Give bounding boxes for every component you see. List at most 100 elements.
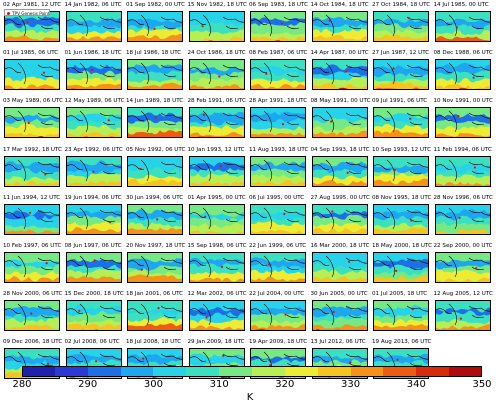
genesis-point-marker <box>348 361 351 364</box>
panel: 12 Aug 2005, 12 UTC <box>434 291 493 339</box>
panel-map <box>4 107 60 139</box>
panel: 18 May 2000, 18 UTC <box>372 243 433 291</box>
temperature-field <box>312 12 367 41</box>
panel-map <box>188 203 245 235</box>
genesis-point-marker <box>267 263 271 266</box>
panel: 10 Jan 1993, 12 UTC <box>188 147 247 195</box>
colorbar-segment <box>317 366 352 377</box>
temperature-field <box>66 60 121 90</box>
panel: 01 Jul 1985, 06 UTC <box>3 50 62 98</box>
panel-map <box>65 11 122 42</box>
panel-map <box>434 300 491 332</box>
colorbar-tick-label: 280 <box>12 379 32 390</box>
panel-map <box>4 11 60 42</box>
temperature-field <box>5 108 59 138</box>
temperature-field <box>435 253 490 282</box>
panel-map <box>188 300 245 332</box>
temperature-field <box>251 156 305 186</box>
panel-map <box>311 11 368 42</box>
panel: 18 Jan 2001, 06 UTC <box>126 291 185 339</box>
panel-title: 17 Mar 1992, 18 UTC <box>3 146 63 153</box>
genesis-point-marker <box>26 21 29 24</box>
panel: 14 Jul 1985, 00 UTC <box>434 2 493 50</box>
panel-title: 11 Feb 1994, 06 UTC <box>433 146 492 153</box>
temperature-field <box>5 301 59 331</box>
colorbar-tick-label: 310 <box>209 379 229 390</box>
colorbar-segment <box>284 366 319 377</box>
panel-map <box>311 155 368 187</box>
panel-map <box>65 59 122 91</box>
panel-title: 18 May 2000, 18 UTC <box>372 243 433 249</box>
panel-title: 12 Aug 2005, 12 UTC <box>433 291 493 298</box>
panel-map <box>250 155 306 187</box>
panel-title: 09 Jul 1991, 06 UTC <box>372 98 428 105</box>
legend-label: TPV Genesis Point <box>12 11 50 16</box>
colorbar-segment <box>87 366 122 377</box>
panel: 27 Jun 1987, 12 UTC <box>372 50 431 98</box>
genesis-point-marker <box>154 116 157 120</box>
panel-title: 28 Apr 1991, 18 UTC <box>249 98 308 105</box>
temperature-field <box>5 156 59 186</box>
colorbar-tick-label: 320 <box>275 379 295 390</box>
panel-title: 14 Jan 1982, 06 UTC <box>64 2 122 8</box>
temperature-field <box>66 301 121 331</box>
genesis-point-marker <box>395 269 398 272</box>
panel-title: 04 Sep 1993, 18 UTC <box>310 146 370 153</box>
temperature-field <box>128 156 182 186</box>
panel-map <box>4 155 60 187</box>
panel: 30 Jun 1994, 06 UTC <box>126 195 185 243</box>
temperature-field <box>66 156 121 186</box>
panel-map <box>311 59 368 91</box>
panel-map <box>250 59 306 91</box>
panel: 10 Nov 1991, 00 UTC <box>434 98 493 146</box>
genesis-point-marker <box>407 17 410 20</box>
panel-title: 18 Jul 1986, 18 UTC <box>126 50 182 57</box>
panel-title: 01 Jul 1985, 06 UTC <box>3 50 59 57</box>
panel: 04 Sep 1993, 18 UTC <box>311 147 370 195</box>
panel-title: 16 Mar 2000, 18 UTC <box>310 243 370 249</box>
temperature-field <box>189 204 244 234</box>
temperature-field <box>435 108 490 138</box>
panel: 12 Mar 2002, 06 UTC <box>188 291 247 339</box>
temperature-field <box>435 301 490 331</box>
panel-title: 08 Nov 1995, 18 UTC <box>372 194 432 201</box>
genesis-point-marker <box>284 313 287 316</box>
genesis-point-marker <box>410 219 413 222</box>
panel-map <box>127 11 183 42</box>
panel-map <box>65 155 122 187</box>
panel: 08 Jun 1997, 06 UTC <box>65 243 124 291</box>
genesis-point-marker <box>456 115 459 118</box>
panel: 14 Jun 1989, 18 UTC <box>126 98 185 146</box>
genesis-point-marker <box>328 19 331 22</box>
panel-title: 01 Jun 1986, 18 UTC <box>64 50 122 57</box>
panel-title: 28 Feb 1991, 06 UTC <box>187 98 246 105</box>
panel-map <box>373 203 429 235</box>
temperature-field <box>374 253 428 282</box>
panel-title: 14 Jul 1985, 00 UTC <box>433 2 489 8</box>
temperature-field <box>66 108 121 138</box>
panel-title: 06 Sep 1983, 18 UTC <box>249 2 308 8</box>
panel-map <box>127 155 183 187</box>
panel: 14 Jan 1982, 06 UTC <box>65 2 124 50</box>
panel-map <box>373 11 429 42</box>
panel: 28 Nov 2000, 06 UTC <box>3 291 62 339</box>
panel-title: 10 Jan 1993, 12 UTC <box>187 146 245 153</box>
panel-title: 08 Feb 1987, 06 UTC <box>249 50 308 57</box>
panel-title: 01 Jul 2005, 18 UTC <box>372 291 428 298</box>
panel-map <box>250 203 306 235</box>
panel-title: 03 May 1989, 06 UTC <box>3 98 64 105</box>
panel: 17 Mar 1992, 18 UTC <box>3 147 62 195</box>
panel-map <box>373 59 429 91</box>
panel-title: 22 Jun 1999, 06 UTC <box>249 243 307 249</box>
panel: 15 Nov 1982, 18 UTC <box>188 2 247 50</box>
panel-title: 27 Jun 1987, 12 UTC <box>372 50 430 57</box>
colorbar-segment <box>153 366 187 377</box>
panel-map <box>188 155 245 187</box>
temperature-field <box>189 301 244 331</box>
panel-map <box>188 11 245 42</box>
genesis-point-marker <box>455 26 458 29</box>
temperature-field <box>374 12 428 41</box>
temperature-field <box>189 156 244 186</box>
genesis-point-marker <box>94 360 97 363</box>
temperature-field <box>128 12 182 41</box>
